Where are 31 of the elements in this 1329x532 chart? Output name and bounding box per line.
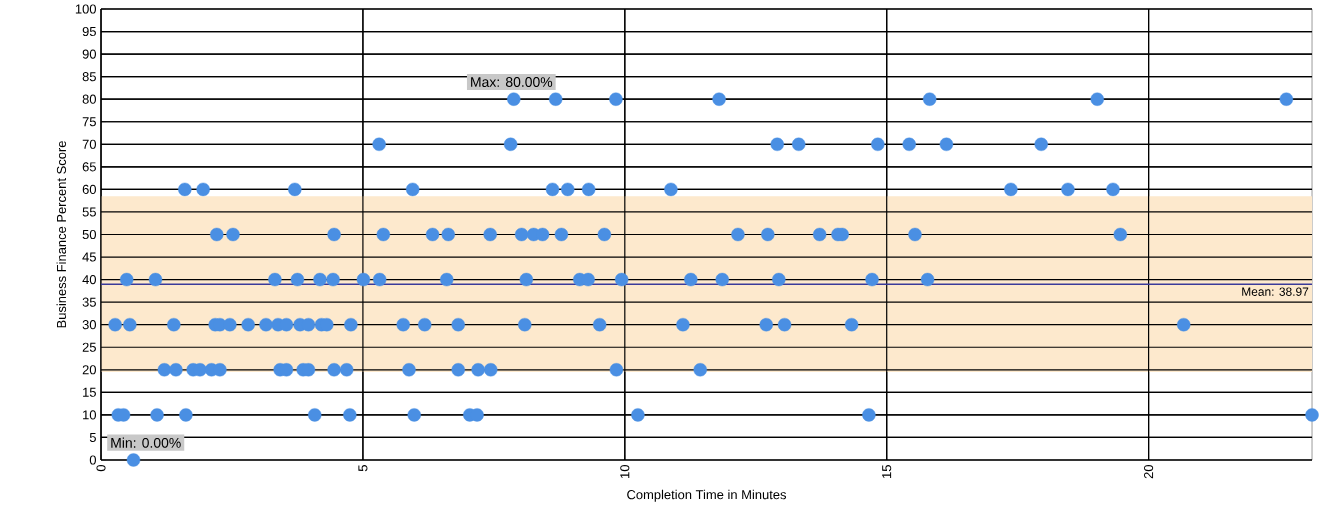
y-tick-label: 95 <box>82 26 96 37</box>
y-tick-label: 60 <box>82 184 96 194</box>
y-tick-label: 65 <box>82 162 96 172</box>
ref-line-label: Mean: 38.97 <box>1242 287 1309 296</box>
x-tick-label: 15 <box>882 465 892 478</box>
y-tick-label: 75 <box>82 117 96 127</box>
y-tick-label: 40 <box>82 275 96 285</box>
x-tick-label: 0 <box>96 465 106 472</box>
y-tick-label: 80 <box>82 94 96 104</box>
annotation: Min: 0.00% <box>111 437 181 448</box>
x-tick-label: 20 <box>1144 465 1154 479</box>
x-tick-label: 5 <box>358 465 368 472</box>
y-tick-label: 55 <box>82 207 96 217</box>
y-tick-label: 35 <box>82 297 96 307</box>
y-tick-label: 70 <box>82 139 96 149</box>
y-tick-label: 45 <box>82 252 96 262</box>
y-tick-label: 30 <box>82 320 96 330</box>
y-tick-label: 50 <box>82 229 96 240</box>
y-tick-label: 10 <box>83 410 96 420</box>
y-tick-label: 90 <box>82 49 96 59</box>
y-tick-label: 25 <box>82 342 96 352</box>
y-axis-title: Business Finance Percent Score <box>56 141 67 328</box>
annotation: Max: 80.00% <box>471 77 553 87</box>
y-tick-label: 85 <box>82 72 96 82</box>
y-tick-label: 15 <box>83 387 96 397</box>
y-tick-label: 0 <box>89 455 96 465</box>
y-tick-label: 100 <box>75 4 96 14</box>
y-tick-label: 5 <box>89 432 96 442</box>
x-axis-title: Completion Time in Minutes <box>627 489 787 502</box>
x-tick-label: 10 <box>620 465 630 478</box>
y-tick-label: 20 <box>82 365 96 375</box>
